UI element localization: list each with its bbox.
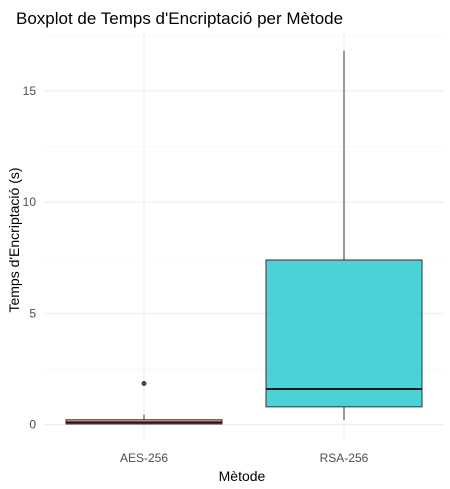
y-axis-title: Temps d'Encriptació (s) bbox=[6, 167, 22, 312]
plot-area: 0 5 10 15 AES-256 RSA-256 bbox=[23, 33, 444, 465]
x-tick-label: RSA-256 bbox=[320, 451, 369, 465]
x-axis-title: Mètode bbox=[219, 468, 266, 484]
chart-title: Boxplot de Temps d'Encriptació per Mètod… bbox=[16, 9, 343, 28]
x-tick-label: AES-256 bbox=[120, 451, 168, 465]
y-tick-label: 0 bbox=[29, 418, 36, 432]
y-tick-label: 10 bbox=[23, 195, 37, 209]
y-tick-label: 15 bbox=[23, 84, 37, 98]
box-rsa-256 bbox=[265, 259, 423, 408]
y-tick-label: 5 bbox=[29, 306, 36, 320]
outlier-point bbox=[141, 380, 147, 387]
